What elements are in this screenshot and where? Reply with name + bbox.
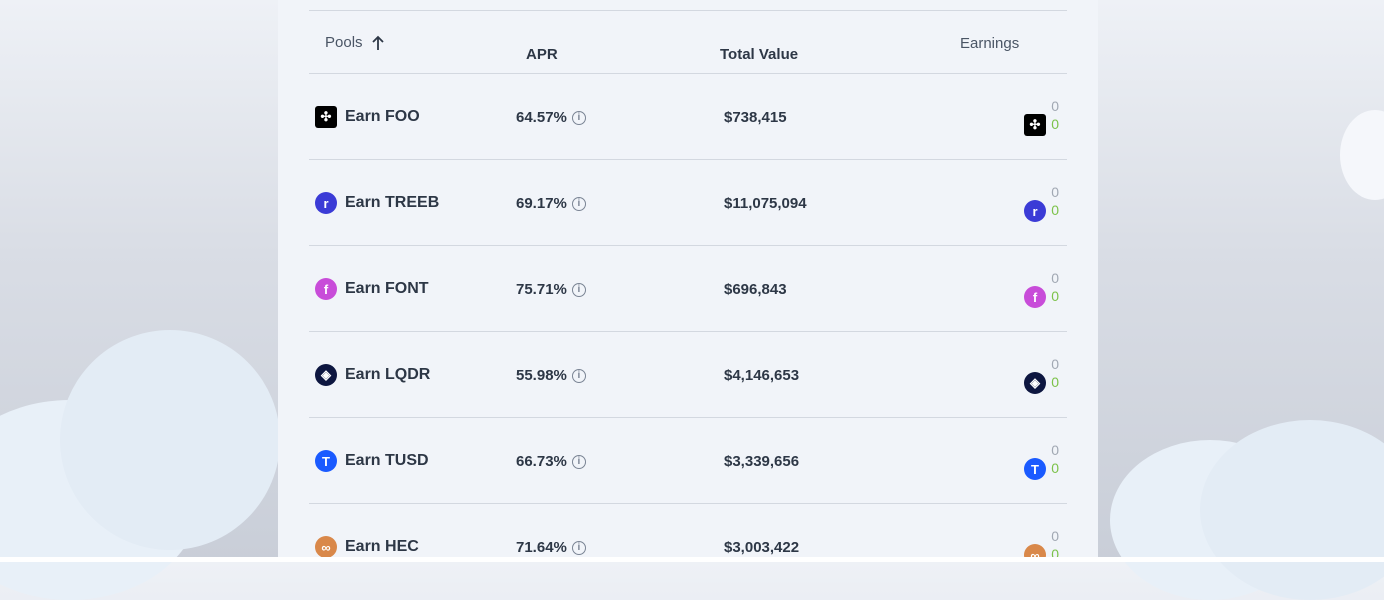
- apr-value: 66.73%: [516, 453, 567, 470]
- earnings-usd-value: 0: [1051, 460, 1059, 476]
- pool-cell: ∞ Earn HEC: [315, 536, 419, 557]
- apr-cell: 69.17% i: [516, 195, 586, 212]
- apr-column-header: APR: [526, 46, 558, 63]
- apr-cell: 71.64% i: [516, 539, 586, 556]
- foo-icon: ✣: [1024, 114, 1046, 136]
- apr-cell: 64.57% i: [516, 109, 586, 126]
- pools-table: Pools APR Total Value Earnings ✣ Earn FO…: [309, 10, 1067, 557]
- earnings-column-header: Earnings: [960, 35, 1020, 52]
- apr-value: 69.17%: [516, 195, 567, 212]
- info-icon[interactable]: i: [571, 196, 586, 211]
- pool-name: Earn TREEB: [345, 194, 440, 211]
- pool-cell: r Earn TREEB: [315, 192, 439, 214]
- lqdr-icon: ◈: [315, 364, 337, 386]
- apr-cell: 75.71% i: [516, 281, 586, 298]
- pool-cell: f Earn FONT: [315, 278, 429, 300]
- total-value: $738,415: [724, 109, 787, 126]
- tusd-icon: T: [1024, 458, 1046, 480]
- apr-value: 55.98%: [516, 367, 567, 384]
- tusd-icon: T: [315, 450, 337, 472]
- bottom-strip: [0, 557, 1384, 562]
- sort-ascending-icon[interactable]: [371, 35, 385, 51]
- table-row[interactable]: r Earn TREEB 69.17% i $11,075,094 0 r 0: [309, 160, 1067, 246]
- total-value: $11,075,094: [724, 195, 807, 212]
- pool-cell: ◈ Earn LQDR: [315, 364, 430, 386]
- table-row[interactable]: ∞ Earn HEC 71.64% i $3,003,422 0 ∞ 0: [309, 504, 1067, 557]
- table-row[interactable]: ✣ Earn FOO 64.57% i $738,415 0 ✣ 0: [309, 74, 1067, 160]
- pool-cell: T Earn TUSD: [315, 450, 429, 472]
- info-icon[interactable]: i: [571, 368, 586, 383]
- hec-icon: ∞: [1024, 544, 1046, 557]
- total-value-column-header: Total Value: [720, 46, 799, 63]
- earnings-value: 0: [1051, 270, 1059, 286]
- table-header: Pools APR Total Value Earnings: [309, 11, 1067, 74]
- earnings-usd-value: 0: [1051, 116, 1059, 132]
- earnings-usd-value: 0: [1051, 546, 1059, 557]
- apr-value: 64.57%: [516, 109, 567, 126]
- pool-cell: ✣ Earn FOO: [315, 106, 420, 128]
- pool-name: Earn FONT: [345, 280, 429, 297]
- earnings-cell: 0 f 0: [999, 270, 1059, 310]
- hec-icon: ∞: [315, 536, 337, 557]
- pool-name: Earn HEC: [345, 538, 419, 555]
- pool-name: Earn FOO: [345, 108, 420, 125]
- info-icon[interactable]: i: [571, 110, 586, 125]
- apr-cell: 55.98% i: [516, 367, 586, 384]
- total-value: $4,146,653: [724, 367, 800, 384]
- moon-decoration: [1340, 110, 1384, 200]
- font-icon: f: [1024, 286, 1046, 308]
- table-row[interactable]: T Earn TUSD 66.73% i $3,339,656 0 T 0: [309, 418, 1067, 504]
- pools-column-header[interactable]: Pools: [325, 34, 385, 51]
- apr-value: 75.71%: [516, 281, 567, 298]
- earnings-cell: 0 ✣ 0: [999, 98, 1059, 138]
- total-value: $696,843: [724, 281, 787, 298]
- earnings-value: 0: [1051, 528, 1059, 544]
- apr-cell: 66.73% i: [516, 453, 586, 470]
- apr-value: 71.64%: [516, 539, 567, 556]
- earnings-value: 0: [1051, 98, 1059, 114]
- earnings-usd-value: 0: [1051, 288, 1059, 304]
- table-row[interactable]: f Earn FONT 75.71% i $696,843 0 f 0: [309, 246, 1067, 332]
- earnings-cell: 0 T 0: [999, 442, 1059, 482]
- treeb-icon: r: [315, 192, 337, 214]
- earnings-cell: 0 ◈ 0: [999, 356, 1059, 396]
- table-row[interactable]: ◈ Earn LQDR 55.98% i $4,146,653 0 ◈ 0: [309, 332, 1067, 418]
- info-icon[interactable]: i: [571, 282, 586, 297]
- earnings-usd-value: 0: [1051, 374, 1059, 390]
- pools-panel: Pools APR Total Value Earnings ✣ Earn FO…: [278, 0, 1098, 557]
- earnings-value: 0: [1051, 184, 1059, 200]
- earnings-value: 0: [1051, 356, 1059, 372]
- info-icon[interactable]: i: [571, 540, 586, 555]
- treeb-icon: r: [1024, 200, 1046, 222]
- pool-name: Earn TUSD: [345, 452, 429, 469]
- pools-header-label: Pools: [325, 34, 363, 51]
- earnings-cell: 0 ∞ 0: [999, 528, 1059, 557]
- foo-icon: ✣: [315, 106, 337, 128]
- total-value: $3,003,422: [724, 539, 800, 556]
- earnings-cell: 0 r 0: [999, 184, 1059, 224]
- info-icon[interactable]: i: [571, 454, 586, 469]
- cloud-decoration: [60, 330, 280, 550]
- total-value: $3,339,656: [724, 453, 800, 470]
- earnings-value: 0: [1051, 442, 1059, 458]
- lqdr-icon: ◈: [1024, 372, 1046, 394]
- pool-name: Earn LQDR: [345, 366, 431, 383]
- font-icon: f: [315, 278, 337, 300]
- earnings-usd-value: 0: [1051, 202, 1059, 218]
